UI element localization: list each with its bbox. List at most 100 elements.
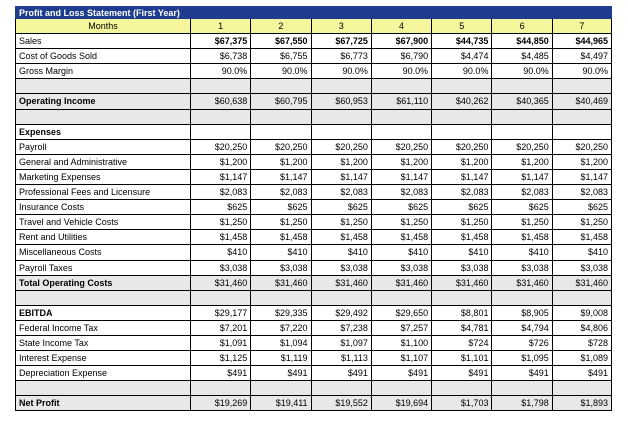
- row-label[interactable]: Marketing Expenses: [15, 169, 190, 185]
- value-cell-month-1[interactable]: $7,201: [189, 320, 251, 335]
- value-cell-month-2[interactable]: $7,220: [250, 320, 311, 335]
- value-cell-month-4[interactable]: $410: [370, 245, 432, 260]
- row-label[interactable]: Payroll Taxes: [15, 260, 190, 275]
- value-cell-month-1[interactable]: $2,083: [189, 185, 251, 200]
- value-cell-month-4[interactable]: $1,147: [370, 169, 432, 185]
- value-cell-month-2[interactable]: $2,083: [250, 185, 311, 200]
- value-cell-month-7[interactable]: $1,147: [551, 169, 613, 185]
- value-cell-month-6[interactable]: $8,905: [491, 305, 552, 320]
- value-cell-month-2[interactable]: $410: [250, 245, 311, 260]
- value-cell-month-6[interactable]: $20,250: [491, 139, 552, 154]
- value-cell-month-5[interactable]: $3,038: [431, 260, 492, 275]
- value-cell-month-4[interactable]: $6,790: [370, 49, 432, 64]
- value-cell-month-4[interactable]: $2,083: [370, 185, 432, 200]
- month-header-3[interactable]: 3: [310, 19, 371, 34]
- value-cell-month-3[interactable]: $491: [310, 366, 371, 381]
- months-header-label[interactable]: Months: [15, 19, 190, 34]
- value-cell-month-5[interactable]: $1,250: [431, 215, 492, 230]
- value-cell-month-1[interactable]: [189, 124, 251, 139]
- value-cell-month-3[interactable]: $3,038: [310, 260, 371, 275]
- value-cell-month-2[interactable]: $60,795: [250, 94, 311, 109]
- row-label[interactable]: Net Profit: [15, 396, 190, 411]
- value-cell-month-3[interactable]: $60,953: [310, 94, 371, 109]
- value-cell-month-6[interactable]: $1,200: [491, 154, 552, 169]
- value-cell-month-2[interactable]: $6,755: [250, 49, 311, 64]
- spacer-cell[interactable]: [551, 290, 613, 305]
- value-cell-month-2[interactable]: $1,119: [250, 351, 311, 366]
- value-cell-month-4[interactable]: $20,250: [370, 139, 432, 154]
- value-cell-month-7[interactable]: $1,200: [551, 154, 613, 169]
- month-header-7[interactable]: 7: [551, 19, 613, 34]
- value-cell-month-1[interactable]: $1,125: [189, 351, 251, 366]
- value-cell-month-3[interactable]: $1,113: [310, 351, 371, 366]
- value-cell-month-6[interactable]: $40,365: [491, 94, 552, 109]
- value-cell-month-5[interactable]: $40,262: [431, 94, 492, 109]
- row-label[interactable]: Rent and Utilities: [15, 230, 190, 245]
- value-cell-month-7[interactable]: $728: [551, 335, 613, 351]
- value-cell-month-5[interactable]: $4,474: [431, 49, 492, 64]
- month-header-4[interactable]: 4: [370, 19, 432, 34]
- value-cell-month-7[interactable]: 90.0%: [551, 64, 613, 79]
- value-cell-month-4[interactable]: $61,110: [370, 94, 432, 109]
- value-cell-month-3[interactable]: $7,238: [310, 320, 371, 335]
- value-cell-month-2[interactable]: $491: [250, 366, 311, 381]
- spacer-cell[interactable]: [491, 290, 552, 305]
- value-cell-month-3[interactable]: 90.0%: [310, 64, 371, 79]
- value-cell-month-7[interactable]: $1,458: [551, 230, 613, 245]
- value-cell-month-7[interactable]: $40,469: [551, 94, 613, 109]
- value-cell-month-2[interactable]: $31,460: [250, 275, 311, 290]
- value-cell-month-4[interactable]: $29,650: [370, 305, 432, 320]
- value-cell-month-5[interactable]: $1,101: [431, 351, 492, 366]
- value-cell-month-6[interactable]: 90.0%: [491, 64, 552, 79]
- value-cell-month-6[interactable]: $4,794: [491, 320, 552, 335]
- value-cell-month-5[interactable]: $8,801: [431, 305, 492, 320]
- spacer-cell[interactable]: [431, 381, 492, 396]
- value-cell-month-4[interactable]: [370, 124, 432, 139]
- value-cell-month-2[interactable]: $20,250: [250, 139, 311, 154]
- row-label[interactable]: Federal Income Tax: [15, 320, 190, 335]
- value-cell-month-5[interactable]: 90.0%: [431, 64, 492, 79]
- spacer-cell[interactable]: [370, 381, 432, 396]
- value-cell-month-4[interactable]: $1,250: [370, 215, 432, 230]
- value-cell-month-7[interactable]: $410: [551, 245, 613, 260]
- value-cell-month-3[interactable]: $29,492: [310, 305, 371, 320]
- row-label[interactable]: Sales: [15, 34, 190, 49]
- spacer-cell[interactable]: [310, 290, 371, 305]
- value-cell-month-6[interactable]: [491, 124, 552, 139]
- value-cell-month-4[interactable]: $1,200: [370, 154, 432, 169]
- value-cell-month-3[interactable]: $19,552: [310, 396, 371, 411]
- value-cell-month-4[interactable]: $7,257: [370, 320, 432, 335]
- value-cell-month-7[interactable]: $4,497: [551, 49, 613, 64]
- value-cell-month-7[interactable]: $3,038: [551, 260, 613, 275]
- value-cell-month-6[interactable]: $2,083: [491, 185, 552, 200]
- value-cell-month-3[interactable]: $6,773: [310, 49, 371, 64]
- value-cell-month-3[interactable]: $1,097: [310, 335, 371, 351]
- spacer-cell[interactable]: [250, 109, 311, 124]
- row-label[interactable]: Depreciation Expense: [15, 366, 190, 381]
- value-cell-month-5[interactable]: $1,458: [431, 230, 492, 245]
- value-cell-month-2[interactable]: $67,550: [250, 34, 311, 49]
- value-cell-month-3[interactable]: $625: [310, 200, 371, 215]
- value-cell-month-7[interactable]: $1,893: [551, 396, 613, 411]
- value-cell-month-1[interactable]: $1,458: [189, 230, 251, 245]
- value-cell-month-3[interactable]: $1,200: [310, 154, 371, 169]
- spacer-cell[interactable]: [189, 109, 251, 124]
- spacer-cell[interactable]: [189, 381, 251, 396]
- value-cell-month-5[interactable]: $1,147: [431, 169, 492, 185]
- spacer-cell[interactable]: [250, 381, 311, 396]
- value-cell-month-1[interactable]: $1,091: [189, 335, 251, 351]
- value-cell-month-7[interactable]: $9,008: [551, 305, 613, 320]
- spacer-cell[interactable]: [370, 109, 432, 124]
- row-label[interactable]: Miscellaneous Costs: [15, 245, 190, 260]
- value-cell-month-3[interactable]: [310, 124, 371, 139]
- spacer-cell[interactable]: [431, 290, 492, 305]
- value-cell-month-5[interactable]: $491: [431, 366, 492, 381]
- month-header-6[interactable]: 6: [491, 19, 552, 34]
- spacer-cell[interactable]: [431, 109, 492, 124]
- value-cell-month-1[interactable]: $1,147: [189, 169, 251, 185]
- spacer-cell[interactable]: [551, 79, 613, 94]
- row-label[interactable]: State Income Tax: [15, 335, 190, 351]
- row-label[interactable]: Travel and Vehicle Costs: [15, 215, 190, 230]
- value-cell-month-6[interactable]: $1,147: [491, 169, 552, 185]
- value-cell-month-3[interactable]: $31,460: [310, 275, 371, 290]
